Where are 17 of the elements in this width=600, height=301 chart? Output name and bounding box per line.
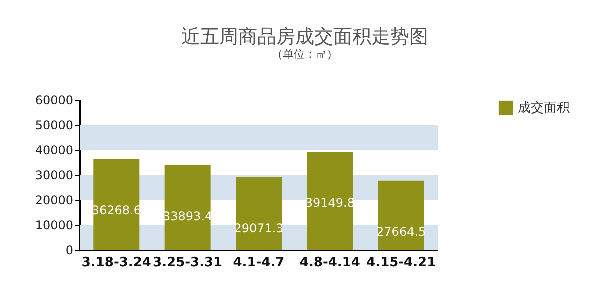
bar — [307, 152, 354, 250]
y-tick-label: 10000 — [35, 218, 74, 232]
x-tick-label: 4.8-4.14 — [300, 256, 360, 270]
y-tick-label: 40000 — [35, 144, 74, 158]
x-tick-label: 3.18-3.24 — [82, 256, 152, 270]
chart-subtitle: （单位：㎡） — [272, 48, 338, 61]
y-tick-label: 50000 — [35, 118, 74, 132]
x-tick-label: 4.15-4.21 — [366, 256, 436, 270]
legend-label: 成交面积 — [518, 100, 570, 116]
chart-title: 近五周商品房成交面积走势图 — [182, 26, 428, 48]
y-tick-label: 30000 — [35, 168, 74, 182]
x-tick-label: 4.1-4.7 — [233, 256, 285, 270]
y-tick-label: 20000 — [35, 194, 74, 208]
y-tick-label: 60000 — [35, 94, 74, 108]
x-tick-label: 3.25-3.31 — [153, 256, 223, 270]
y-tick-label: 0 — [66, 244, 74, 258]
bar — [94, 159, 140, 250]
